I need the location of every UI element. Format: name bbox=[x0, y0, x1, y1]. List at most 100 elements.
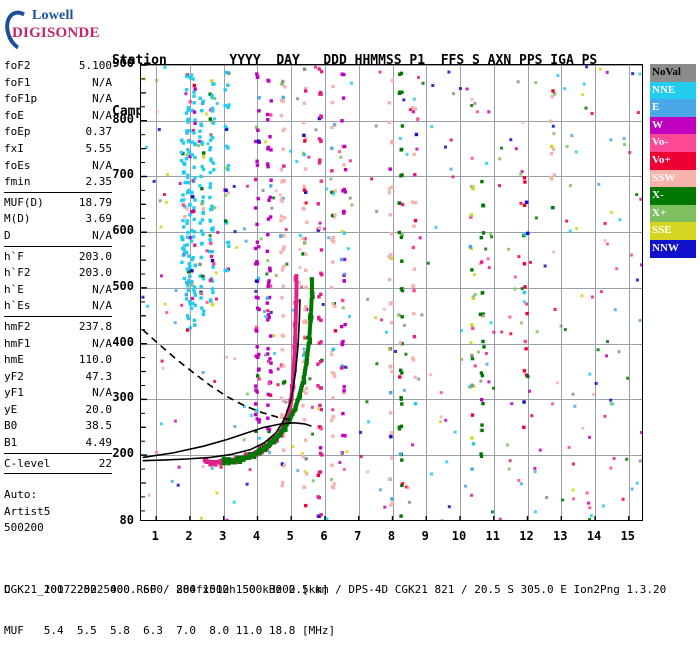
param-key: D bbox=[4, 228, 11, 245]
legend-item-e[interactable]: E bbox=[650, 99, 696, 117]
param-divider bbox=[4, 473, 112, 474]
x-axis-tick-5: 5 bbox=[278, 529, 302, 543]
auto-artist-version: Artist5 bbox=[4, 504, 112, 521]
muf-table-row-muf: MUF 5.4 5.5 5.8 6.3 7.0 8.0 11.0 18.8 [M… bbox=[4, 624, 335, 638]
param-value: 110.0 bbox=[79, 352, 112, 369]
x-axis-tick-10: 10 bbox=[447, 529, 471, 543]
x-axis-tick-15: 15 bbox=[616, 529, 640, 543]
y-axis-tick-400: 400 bbox=[98, 335, 134, 349]
param-value: 5.55 bbox=[86, 141, 113, 158]
ionogram-plot-area[interactable] bbox=[140, 64, 643, 521]
legend-item-x-[interactable]: X+ bbox=[650, 205, 696, 223]
y-axis-tick-800: 800 bbox=[98, 112, 134, 126]
param-key: foE bbox=[4, 108, 24, 125]
param-key: h`F bbox=[4, 249, 24, 266]
param-key: B1 bbox=[4, 435, 17, 452]
x-axis-tick-14: 14 bbox=[582, 529, 606, 543]
autoscale-info: Auto: Artist5 500200 bbox=[4, 487, 112, 537]
ionogram-canvas bbox=[141, 65, 643, 521]
param-key: foF1p bbox=[4, 91, 37, 108]
param-divider bbox=[4, 192, 112, 193]
muf-distance-table: D 100 200 400 600 800 1000 1500 3000 [km… bbox=[4, 556, 335, 651]
x-axis-tick-11: 11 bbox=[481, 529, 505, 543]
y-axis-tick-80: 80 bbox=[98, 513, 134, 527]
param-key: hmE bbox=[4, 352, 24, 369]
logo-lowell-text: Lowell bbox=[32, 8, 74, 24]
y-axis-tick-900: 900 bbox=[98, 56, 134, 70]
legend-item-nne[interactable]: NNE bbox=[650, 82, 696, 100]
param-key: MUF(D) bbox=[4, 195, 44, 212]
param-key: yF2 bbox=[4, 369, 24, 386]
param-value: N/A bbox=[92, 298, 112, 315]
legend-item-noval[interactable]: NoVal bbox=[650, 64, 696, 82]
x-axis-tick-9: 9 bbox=[413, 529, 437, 543]
legend-item-vo-[interactable]: Vo+ bbox=[650, 152, 696, 170]
param-divider bbox=[4, 453, 112, 454]
param-row: hmF2 237.8 bbox=[4, 319, 112, 336]
y-axis-tick-700: 700 bbox=[98, 167, 134, 181]
logo-digisonde-text: DIGISONDE bbox=[12, 25, 100, 42]
param-key: foEs bbox=[4, 158, 31, 175]
legend-item-x-[interactable]: X- bbox=[650, 187, 696, 205]
param-row: hmE 110.0 bbox=[4, 352, 112, 369]
legend-item-sse[interactable]: SSE bbox=[650, 222, 696, 240]
param-row: M(D)3.69 bbox=[4, 211, 112, 228]
param-value: 237.8 bbox=[79, 319, 112, 336]
auto-label: Auto: bbox=[4, 487, 112, 504]
legend-item-nnw[interactable]: NNW bbox=[650, 240, 696, 258]
param-key: C-level bbox=[4, 456, 50, 473]
param-value: 38.5 bbox=[86, 418, 113, 435]
param-key: foF2 bbox=[4, 58, 31, 75]
param-key: foEp bbox=[4, 124, 31, 141]
param-key: yF1 bbox=[4, 385, 24, 402]
legend-item-w[interactable]: W bbox=[650, 117, 696, 135]
param-divider bbox=[4, 316, 112, 317]
param-value: 0.37 bbox=[86, 124, 113, 141]
param-key: yE bbox=[4, 402, 17, 419]
legend-item-ssw[interactable]: SSW bbox=[650, 170, 696, 188]
file-info-footer: CGK21_2017225225000.RSF / 284fx512h 50 k… bbox=[4, 583, 666, 596]
param-key: foF1 bbox=[4, 75, 31, 92]
x-axis-tick-12: 12 bbox=[515, 529, 539, 543]
x-axis-tick-8: 8 bbox=[380, 529, 404, 543]
x-axis-tick-2: 2 bbox=[177, 529, 201, 543]
x-axis-tick-3: 3 bbox=[211, 529, 235, 543]
y-axis-tick-300: 300 bbox=[98, 390, 134, 404]
param-key: fmin bbox=[4, 174, 31, 191]
x-axis-tick-6: 6 bbox=[312, 529, 336, 543]
param-key: M(D) bbox=[4, 211, 31, 228]
param-key: h`E bbox=[4, 282, 24, 299]
param-key: h`F2 bbox=[4, 265, 31, 282]
x-axis-tick-7: 7 bbox=[346, 529, 370, 543]
param-key: hmF1 bbox=[4, 336, 31, 353]
y-axis-tick-500: 500 bbox=[98, 279, 134, 293]
x-axis-tick-1: 1 bbox=[143, 529, 167, 543]
param-key: hmF2 bbox=[4, 319, 31, 336]
param-key: h`Es bbox=[4, 298, 31, 315]
param-row: foEp 0.37 bbox=[4, 124, 112, 141]
x-axis-tick-13: 13 bbox=[548, 529, 572, 543]
y-axis-tick-200: 200 bbox=[98, 446, 134, 460]
param-value: 18.79 bbox=[79, 195, 112, 212]
y-axis-tick-600: 600 bbox=[98, 223, 134, 237]
legend-item-vo-[interactable]: Vo- bbox=[650, 134, 696, 152]
param-divider bbox=[4, 246, 112, 247]
param-row: foF1p N/A bbox=[4, 91, 112, 108]
param-value: N/A bbox=[92, 91, 112, 108]
lowell-digisonde-logo: Lowell DIGISONDE bbox=[6, 8, 102, 48]
